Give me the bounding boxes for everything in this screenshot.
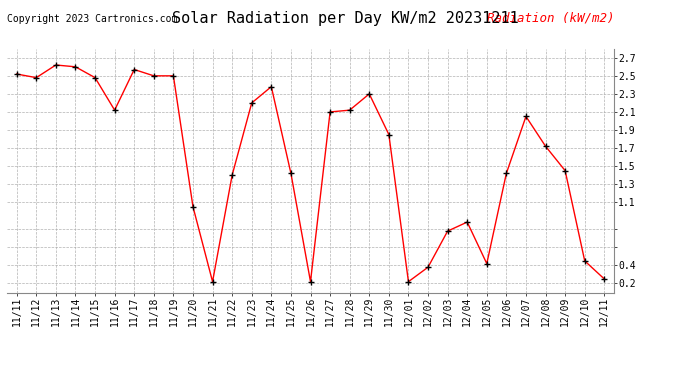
- Text: Radiation (kW/m2): Radiation (kW/m2): [486, 11, 614, 24]
- Text: Copyright 2023 Cartronics.com: Copyright 2023 Cartronics.com: [7, 14, 177, 24]
- Text: Solar Radiation per Day KW/m2 20231211: Solar Radiation per Day KW/m2 20231211: [172, 11, 518, 26]
